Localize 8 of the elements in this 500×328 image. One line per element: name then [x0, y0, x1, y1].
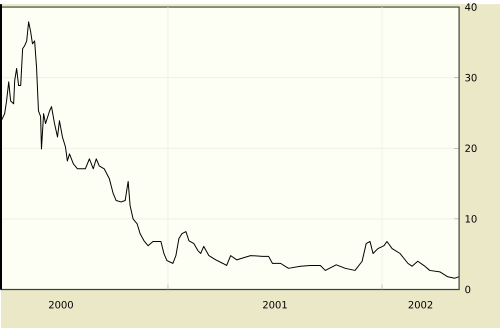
x-tick-label: 2001 [263, 300, 287, 308]
x-tick-label: 2000 [49, 300, 73, 308]
y-tick-label: 0 [465, 286, 470, 294]
x-tick-label: 2002 [408, 300, 432, 308]
y-tick-label: 20 [465, 144, 477, 152]
y-tick-label: 40 [465, 3, 477, 11]
y-tick-label: 10 [466, 214, 477, 222]
y-tick-label: 30 [465, 74, 477, 82]
